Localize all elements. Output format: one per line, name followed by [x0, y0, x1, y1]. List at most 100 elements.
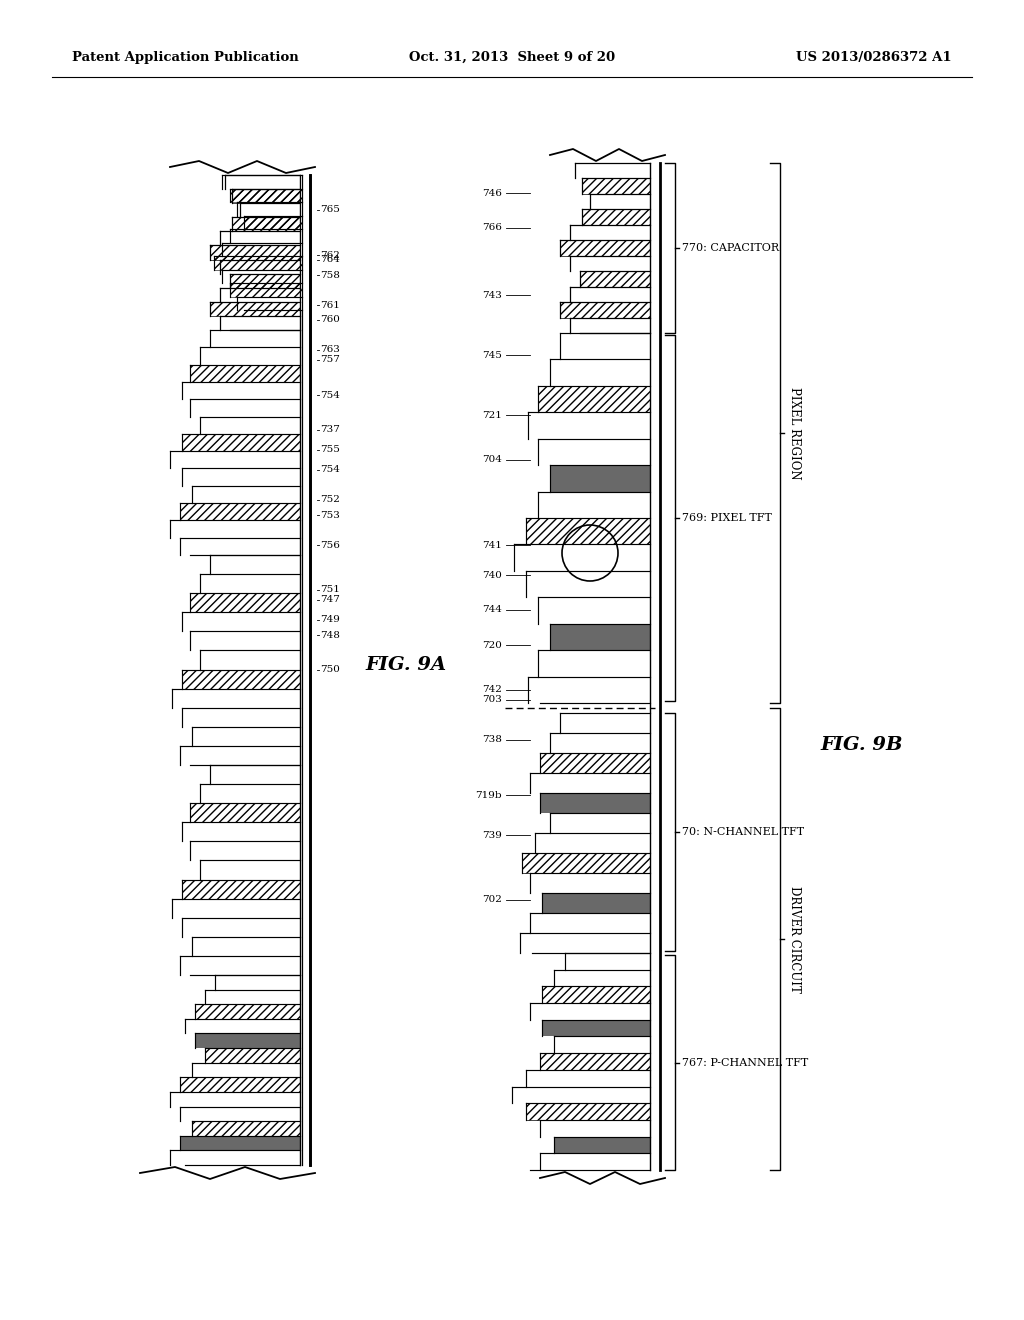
Polygon shape: [180, 746, 300, 766]
Text: 744: 744: [482, 606, 502, 615]
Text: 703: 703: [482, 696, 502, 705]
Polygon shape: [180, 503, 300, 520]
Polygon shape: [222, 243, 302, 256]
Polygon shape: [230, 282, 302, 297]
Polygon shape: [193, 727, 300, 746]
Text: Patent Application Publication: Patent Application Publication: [72, 50, 299, 63]
Polygon shape: [237, 297, 302, 310]
Text: 770: CAPACITOR: 770: CAPACITOR: [682, 243, 779, 253]
Text: 760: 760: [319, 315, 340, 325]
Text: 767: P-CHANNEL TFT: 767: P-CHANNEL TFT: [682, 1057, 808, 1068]
Polygon shape: [220, 288, 300, 302]
Polygon shape: [512, 1086, 650, 1104]
Text: 754: 754: [319, 391, 340, 400]
Polygon shape: [214, 256, 302, 269]
Polygon shape: [582, 210, 650, 224]
Text: 70: N-CHANNEL TFT: 70: N-CHANNEL TFT: [682, 828, 804, 837]
Polygon shape: [232, 189, 300, 203]
Polygon shape: [530, 1003, 650, 1020]
Polygon shape: [240, 203, 300, 218]
Polygon shape: [182, 669, 300, 689]
Polygon shape: [554, 1036, 650, 1053]
Polygon shape: [560, 302, 650, 318]
Text: 751: 751: [319, 586, 340, 594]
Polygon shape: [550, 359, 650, 385]
Polygon shape: [538, 651, 650, 677]
Polygon shape: [215, 975, 300, 990]
Text: 702: 702: [482, 895, 502, 904]
Polygon shape: [570, 224, 650, 240]
Text: 738: 738: [482, 735, 502, 744]
Polygon shape: [190, 364, 300, 381]
Polygon shape: [540, 752, 650, 774]
Polygon shape: [210, 766, 300, 784]
Polygon shape: [582, 178, 650, 194]
Polygon shape: [190, 593, 300, 612]
Text: 740: 740: [482, 570, 502, 579]
Text: 765: 765: [319, 206, 340, 214]
Polygon shape: [200, 347, 300, 364]
Polygon shape: [570, 286, 650, 302]
Polygon shape: [520, 933, 650, 953]
Polygon shape: [540, 793, 650, 813]
Text: 719b: 719b: [475, 791, 502, 800]
Polygon shape: [190, 631, 300, 651]
Polygon shape: [530, 873, 650, 894]
Polygon shape: [200, 784, 300, 803]
Text: 742: 742: [482, 685, 502, 694]
Polygon shape: [193, 1121, 300, 1135]
Polygon shape: [182, 469, 300, 486]
Text: 704: 704: [482, 455, 502, 465]
Polygon shape: [550, 624, 650, 651]
Polygon shape: [205, 1048, 300, 1063]
Text: 752: 752: [319, 495, 340, 504]
Polygon shape: [528, 412, 650, 438]
Polygon shape: [530, 774, 650, 793]
Polygon shape: [210, 246, 300, 260]
Polygon shape: [170, 520, 300, 537]
Polygon shape: [528, 677, 650, 704]
Polygon shape: [538, 438, 650, 465]
Text: 753: 753: [319, 511, 340, 520]
Polygon shape: [565, 953, 650, 970]
Polygon shape: [172, 689, 300, 708]
Text: 756: 756: [319, 540, 340, 549]
Text: PIXEL REGION: PIXEL REGION: [788, 387, 801, 479]
Polygon shape: [220, 231, 300, 246]
Text: 741: 741: [482, 540, 502, 549]
Polygon shape: [190, 841, 300, 861]
Polygon shape: [542, 1020, 650, 1036]
Polygon shape: [172, 899, 300, 917]
Polygon shape: [220, 260, 300, 273]
Polygon shape: [538, 491, 650, 517]
Polygon shape: [182, 612, 300, 631]
Polygon shape: [530, 913, 650, 933]
Polygon shape: [538, 385, 650, 412]
Polygon shape: [540, 1119, 650, 1137]
Polygon shape: [535, 833, 650, 853]
Polygon shape: [220, 315, 300, 330]
Polygon shape: [540, 1154, 650, 1170]
Polygon shape: [225, 176, 300, 189]
Text: 745: 745: [482, 351, 502, 359]
Polygon shape: [550, 733, 650, 752]
Text: Oct. 31, 2013  Sheet 9 of 20: Oct. 31, 2013 Sheet 9 of 20: [409, 50, 615, 63]
Text: 754: 754: [319, 466, 340, 474]
Polygon shape: [570, 318, 650, 333]
Polygon shape: [193, 1063, 300, 1077]
Text: 766: 766: [482, 223, 502, 232]
Polygon shape: [182, 822, 300, 841]
Polygon shape: [514, 544, 650, 570]
Polygon shape: [180, 537, 300, 554]
Text: 737: 737: [319, 425, 340, 434]
Polygon shape: [237, 202, 302, 215]
Polygon shape: [542, 986, 650, 1003]
Polygon shape: [210, 554, 300, 574]
Polygon shape: [170, 1092, 300, 1106]
Text: 755: 755: [319, 446, 340, 454]
Polygon shape: [232, 218, 300, 231]
Text: DRIVER CIRCUIT: DRIVER CIRCUIT: [788, 886, 801, 993]
Polygon shape: [560, 240, 650, 256]
Polygon shape: [526, 517, 650, 544]
Text: FIG. 9A: FIG. 9A: [365, 656, 446, 675]
